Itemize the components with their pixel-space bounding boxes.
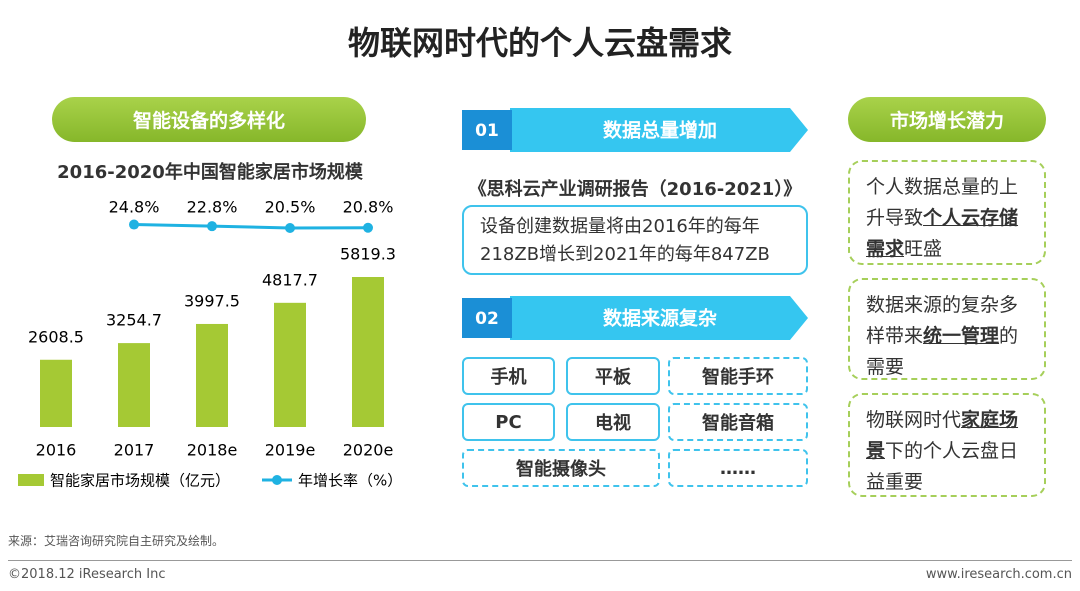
data-label: 22.8% bbox=[187, 198, 238, 217]
legend-swatch bbox=[272, 475, 282, 485]
footer-rule bbox=[8, 560, 1072, 561]
banner bbox=[510, 108, 808, 152]
data-label: 4817.7 bbox=[262, 270, 318, 289]
growth-point bbox=[363, 222, 373, 233]
copyright: ©2018.12 iResearch Inc bbox=[8, 567, 166, 582]
bar bbox=[40, 359, 72, 427]
source-item: 平板 bbox=[566, 357, 660, 395]
insight-text: 个人数据总量的上升导致 bbox=[866, 176, 1019, 229]
bar bbox=[274, 302, 306, 427]
insight-text: 旺盛 bbox=[904, 238, 943, 260]
source-item: 电视 bbox=[566, 403, 660, 441]
legend-swatch bbox=[18, 474, 44, 486]
left-heading: 智能设备的多样化 bbox=[52, 97, 366, 142]
text-box: 设备创建数据量将由2016年的每年 218ZB增长到2021年的每年847ZB bbox=[462, 205, 808, 275]
website: www.iresearch.com.cn bbox=[925, 567, 1072, 582]
data-label: 24.8% bbox=[109, 198, 160, 217]
x-tick-label: 2016 bbox=[36, 441, 77, 460]
source-item: 智能音箱 bbox=[668, 403, 808, 441]
right-heading: 市场增长潜力 bbox=[848, 97, 1046, 142]
x-tick-label: 2018e bbox=[187, 441, 238, 460]
section-number: 01 bbox=[475, 121, 499, 141]
text-line: 设备创建数据量将由2016年的每年 bbox=[480, 216, 760, 237]
insight-box: 物联网时代家庭场景下的个人云盘日益重要 bbox=[848, 393, 1046, 497]
number-box bbox=[462, 298, 512, 338]
bar bbox=[118, 343, 150, 427]
growth-point bbox=[207, 221, 217, 232]
number-box bbox=[462, 110, 512, 150]
source-note: 来源：艾瑞咨询研究院自主研究及绘制。 bbox=[8, 534, 225, 548]
data-label: 3254.7 bbox=[106, 311, 162, 330]
data-label: 20.8% bbox=[343, 198, 394, 217]
growth-line bbox=[133, 223, 369, 230]
page-title: 物联网时代的个人云盘需求 bbox=[347, 24, 732, 62]
x-tick-label: 2019e bbox=[265, 441, 316, 460]
insight-text: 的需要 bbox=[866, 325, 1019, 378]
source-item: 智能摄像头 bbox=[462, 449, 660, 487]
insight-text: 下的个人云盘日益重要 bbox=[866, 440, 1019, 493]
chart: 2016 2017 2018e 2019e 2020e 2608.5 3254.7 3997.… bbox=[18, 198, 402, 490]
bar bbox=[352, 277, 384, 427]
text-line: 218ZB增长到2021年的每年847ZB bbox=[480, 244, 770, 265]
insight-text: 数据来源的复杂多样带来 bbox=[866, 294, 1019, 347]
section-heading: 数据总量增加 bbox=[603, 119, 717, 142]
source-item: PC bbox=[462, 403, 555, 441]
insight-box: 数据来源的复杂多样带来统一管理的需要 bbox=[848, 278, 1046, 380]
data-label: 3997.5 bbox=[184, 291, 240, 310]
data-label: 20.5% bbox=[265, 198, 316, 217]
growth-point bbox=[129, 219, 139, 230]
data-label: 5819.3 bbox=[340, 245, 396, 264]
banner bbox=[510, 296, 808, 340]
report-source: 《思科云产业调研报告（2016-2021）》 bbox=[468, 179, 802, 200]
x-tick-label: 2020e bbox=[343, 441, 394, 460]
x-tick-label: 2017 bbox=[114, 441, 155, 460]
legend-label: 年增长率（%） bbox=[298, 472, 402, 490]
highlight: 个人云存储需求 bbox=[866, 207, 1019, 260]
source-item: 智能手环 bbox=[668, 357, 808, 395]
insight-text: 物联网时代 bbox=[866, 409, 962, 431]
section-heading: 数据来源复杂 bbox=[603, 307, 717, 330]
chart-title: 2016-2020年中国智能家居市场规模 bbox=[57, 162, 363, 183]
highlight: 统一管理 bbox=[923, 325, 1000, 347]
section-number: 02 bbox=[475, 309, 499, 329]
bar bbox=[196, 323, 228, 427]
insight-box: 个人数据总量的上升导致个人云存储需求旺盛 bbox=[848, 160, 1046, 265]
highlight: 家庭场景 bbox=[866, 409, 1019, 462]
source-item: 手机 bbox=[462, 357, 555, 395]
legend-label: 智能家居市场规模（亿元） bbox=[50, 472, 230, 490]
source-item: …… bbox=[668, 449, 808, 487]
banners: 01 数据总量增加 02 数据来源复杂 bbox=[462, 108, 808, 340]
growth-point bbox=[285, 223, 295, 233]
data-label: 2608.5 bbox=[28, 327, 84, 346]
